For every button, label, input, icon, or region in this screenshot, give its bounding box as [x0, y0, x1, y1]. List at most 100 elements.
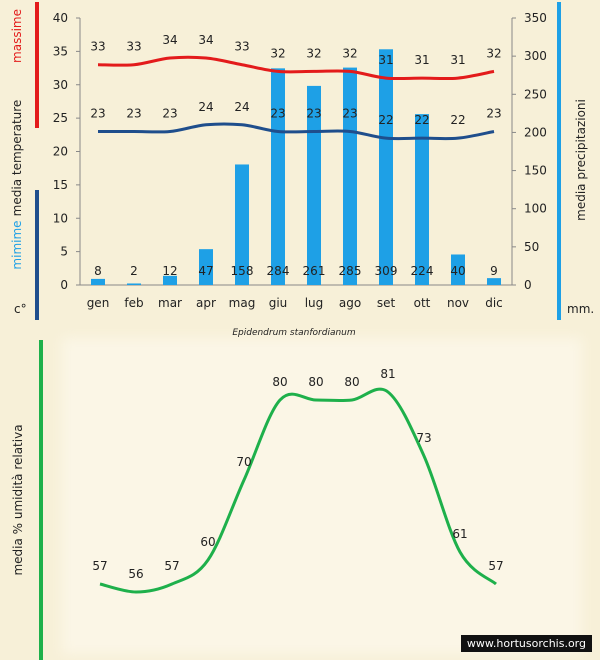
min-temp-value-label: 22: [378, 113, 393, 127]
x-tick-label: ago: [339, 296, 361, 310]
site-watermark: www.hortusorchis.org: [460, 635, 592, 652]
max-temp-value-label: 31: [450, 53, 465, 67]
max-temp-value-label: 34: [198, 33, 213, 47]
min-temp-value-label: 22: [450, 113, 465, 127]
min-temp-value-label: 22: [414, 113, 429, 127]
precipitation-value-label: 284: [267, 264, 290, 278]
precipitation-value-label: 40: [450, 264, 465, 278]
min-temp-value-label: 23: [162, 106, 177, 120]
precipitation-bar: [127, 283, 141, 285]
left-tick-label: 25: [53, 111, 68, 125]
top-chart-axes: 0 5 10 15 20 25 30 35 40 0 50 100 150 200 250 300 350 gen…: [53, 11, 547, 310]
max-temp-value-label: 33: [234, 40, 249, 54]
temperature-lines: [97, 55, 495, 141]
x-tick-label: dic: [485, 296, 503, 310]
max-temp-value-label: 31: [378, 53, 393, 67]
humidity-value-label: 81: [380, 367, 395, 381]
x-tick-label: gen: [87, 296, 110, 310]
left-tick-label: 0: [60, 278, 68, 292]
precipitation-bar: [163, 275, 177, 285]
precipitation-bar: [379, 49, 393, 285]
precipitation-value-label: 9: [490, 264, 498, 278]
left-tick-label: 30: [53, 78, 68, 92]
precipitation-value-label: 47: [198, 264, 213, 278]
humidity-value-label: 70: [236, 455, 251, 469]
humidity-value-label: 60: [200, 535, 215, 549]
right-tick-label: 50: [524, 240, 539, 254]
precipitation-value-label: 158: [231, 264, 254, 278]
x-tick-label: nov: [447, 296, 469, 310]
max-temp-value-label: 33: [126, 40, 141, 54]
right-tick-label: 300: [524, 49, 547, 63]
x-tick-label: set: [377, 296, 396, 310]
humidity-value-label: 56: [128, 567, 143, 581]
humidity-line: [99, 387, 497, 594]
left-tick-label: 5: [60, 245, 68, 259]
precipitation-bar: [487, 278, 501, 285]
right-tick-label: 250: [524, 87, 547, 101]
max-temp-value-label: 32: [486, 46, 501, 60]
humidity-value-label: 57: [92, 559, 107, 573]
precipitation-value-label: 12: [162, 264, 177, 278]
x-tick-label: feb: [124, 296, 143, 310]
precipitation-bar: [415, 114, 429, 286]
min-temp-value-label: 23: [342, 106, 357, 120]
min-temp-value-label: 23: [270, 106, 285, 120]
precipitation-bar: [307, 85, 321, 285]
min-temp-line: [97, 122, 495, 141]
right-tick-label: 0: [524, 278, 532, 292]
degree-unit-label: c°: [14, 302, 27, 316]
left-tick-label: 10: [53, 211, 68, 225]
x-tick-label: apr: [196, 296, 216, 310]
precipitation-bar: [199, 249, 213, 285]
humidity-value-label: 80: [308, 375, 323, 389]
max-temp-value-label: 33: [90, 40, 105, 54]
min-temp-value-label: 24: [234, 100, 249, 114]
right-tick-label: 200: [524, 125, 547, 139]
left-tick-label: 35: [53, 44, 68, 58]
min-temp-value-label: 23: [126, 106, 141, 120]
max-temp-value-label: 34: [162, 33, 177, 47]
precipitation-bar: [235, 164, 249, 285]
precipitation-value-label: 2: [130, 264, 138, 278]
max-temp-value-label: 32: [306, 46, 321, 60]
precipitation-unit-label: mm.: [567, 302, 594, 316]
humidity-axis-label: media % umidità relativa: [11, 424, 25, 575]
humidity-value-label: 57: [164, 559, 179, 573]
humidity-line-chart: 57 56 57 60 70 80 80 80 81 73 61 57: [92, 367, 504, 594]
x-tick-label: mar: [158, 296, 182, 310]
max-temp-value-label: 32: [270, 46, 285, 60]
min-temp-value-label: 23: [486, 106, 501, 120]
left-tick-label: 15: [53, 178, 68, 192]
min-temp-value-label: 23: [306, 106, 321, 120]
right-tick-label: 100: [524, 202, 547, 216]
right-tick-label: 350: [524, 11, 547, 25]
humidity-value-label: 57: [488, 559, 503, 573]
precipitation-bar: [91, 278, 105, 285]
left-tick-label: 40: [53, 11, 68, 25]
min-temp-value-label: 24: [198, 100, 213, 114]
precipitation-value-label: 309: [375, 264, 398, 278]
max-temp-value-label: 31: [414, 53, 429, 67]
x-tick-label: lug: [305, 296, 324, 310]
precipitation-value-label: 285: [339, 264, 362, 278]
x-tick-label: mag: [229, 296, 256, 310]
precipitation-bars: [91, 49, 501, 286]
precipitation-value-label: 261: [303, 264, 326, 278]
humidity-value-label: 80: [344, 375, 359, 389]
max-temp-label: massime: [10, 9, 24, 63]
max-temp-value-label: 32: [342, 46, 357, 60]
humidity-value-label: 61: [452, 527, 467, 541]
max-temp-line: [97, 55, 495, 81]
chart-caption: Epidendrum stanfordianum: [232, 328, 356, 338]
precipitation-axis-label: media precipitazioni: [574, 99, 588, 221]
precipitation-value-label: 224: [411, 264, 434, 278]
min-temp-label: mimime: [10, 220, 24, 269]
precipitation-bar: [271, 68, 285, 285]
precipitation-bar: [451, 254, 465, 285]
x-tick-label: giu: [269, 296, 288, 310]
humidity-value-label: 80: [272, 375, 287, 389]
min-temp-value-label: 23: [90, 106, 105, 120]
